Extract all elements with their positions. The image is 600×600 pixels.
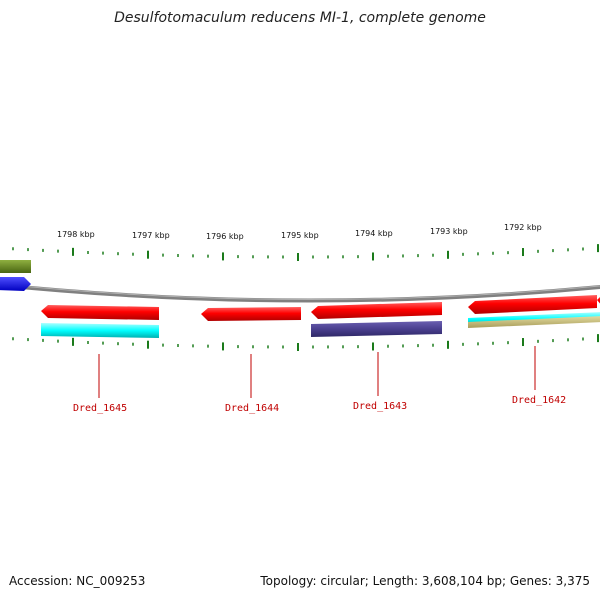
accession-text: Accession: NC_009253 — [9, 574, 146, 588]
upper-ruler-ticks — [12, 244, 599, 261]
feature-khaki-1642 — [468, 316, 600, 328]
ruler-label-1792: 1792 kbp — [504, 223, 542, 232]
ruler-label-1793: 1793 kbp — [430, 227, 468, 236]
cds-feature-dred-1642 — [468, 295, 597, 314]
gene-label-dred-1644: Dred_1644 — [225, 403, 279, 414]
ruler-label-1798: 1798 kbp — [57, 230, 95, 239]
map-title: Desulfotomaculum reducens MI-1, complete… — [114, 10, 486, 26]
ruler-label-1794: 1794 kbp — [355, 229, 393, 238]
feature-slate-1643 — [311, 321, 442, 337]
feature-cyan-1645 — [41, 323, 159, 338]
topology-text: Topology: circular; Length: 3,608,104 bp… — [260, 574, 590, 588]
ruler-label-1797: 1797 kbp — [132, 231, 170, 240]
gene-label-dred-1643: Dred_1643 — [353, 401, 407, 412]
cds-feature-edge-right — [597, 297, 600, 304]
gene-label-dred-1642: Dred_1642 — [512, 395, 566, 406]
genome-backbone — [0, 282, 600, 303]
feature-olive-left — [0, 260, 31, 273]
gene-label-dred-1645: Dred_1645 — [73, 403, 127, 414]
ruler-label-1796: 1796 kbp — [206, 232, 244, 241]
cds-feature-dred-1643 — [311, 302, 442, 319]
cds-feature-dred-1645 — [41, 305, 159, 320]
feature-blue-left — [0, 277, 31, 291]
cds-feature-dred-1644 — [201, 307, 301, 321]
ruler-label-1795: 1795 kbp — [281, 231, 319, 240]
lower-ruler-ticks — [12, 334, 599, 351]
